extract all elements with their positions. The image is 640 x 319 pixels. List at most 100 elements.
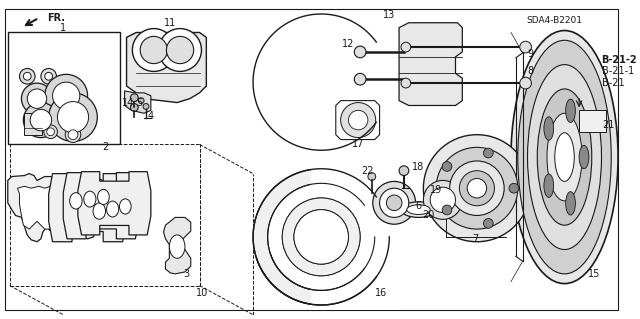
Ellipse shape — [483, 148, 493, 158]
Ellipse shape — [282, 198, 360, 276]
Ellipse shape — [68, 130, 78, 139]
Ellipse shape — [442, 205, 452, 215]
Ellipse shape — [442, 162, 452, 171]
Ellipse shape — [460, 171, 495, 206]
Ellipse shape — [93, 203, 106, 219]
Ellipse shape — [47, 128, 54, 136]
Ellipse shape — [97, 189, 109, 204]
Ellipse shape — [166, 36, 194, 63]
Ellipse shape — [537, 89, 592, 225]
Text: 2: 2 — [102, 142, 108, 152]
Text: 8: 8 — [527, 66, 534, 77]
Text: 11: 11 — [164, 18, 177, 28]
Ellipse shape — [41, 69, 56, 84]
Text: 19: 19 — [430, 185, 442, 195]
Ellipse shape — [65, 127, 81, 143]
Ellipse shape — [401, 202, 436, 218]
Ellipse shape — [28, 89, 47, 108]
Ellipse shape — [131, 104, 138, 111]
Ellipse shape — [566, 99, 575, 122]
Text: 12: 12 — [342, 39, 355, 49]
Text: 21: 21 — [602, 120, 614, 130]
Ellipse shape — [450, 161, 504, 215]
Ellipse shape — [45, 72, 52, 80]
Polygon shape — [163, 218, 191, 274]
Polygon shape — [312, 164, 399, 310]
Ellipse shape — [544, 174, 554, 197]
Ellipse shape — [387, 195, 402, 211]
Text: B-21-1: B-21-1 — [602, 66, 634, 77]
Ellipse shape — [401, 78, 411, 88]
Polygon shape — [125, 91, 151, 113]
Ellipse shape — [52, 82, 80, 109]
Text: FR.: FR. — [47, 13, 65, 23]
Ellipse shape — [430, 187, 456, 212]
Text: 16: 16 — [376, 288, 388, 298]
Ellipse shape — [19, 69, 35, 84]
Text: 15: 15 — [588, 269, 600, 279]
Ellipse shape — [401, 42, 411, 52]
Ellipse shape — [21, 83, 52, 114]
Polygon shape — [78, 172, 151, 235]
Ellipse shape — [436, 147, 518, 229]
Ellipse shape — [282, 198, 360, 276]
Ellipse shape — [294, 210, 348, 264]
Polygon shape — [17, 186, 97, 229]
Text: 20: 20 — [422, 211, 435, 220]
Ellipse shape — [44, 125, 58, 138]
Polygon shape — [399, 23, 462, 106]
Ellipse shape — [544, 117, 554, 140]
Ellipse shape — [467, 178, 486, 198]
Ellipse shape — [138, 98, 144, 104]
Text: 7: 7 — [472, 234, 478, 244]
Ellipse shape — [424, 135, 531, 242]
Ellipse shape — [170, 235, 185, 258]
Ellipse shape — [268, 183, 375, 290]
Text: B-21-2: B-21-2 — [602, 55, 637, 65]
Ellipse shape — [355, 46, 366, 58]
Ellipse shape — [58, 101, 88, 133]
Text: SDA4-B2201: SDA4-B2201 — [527, 16, 583, 25]
Ellipse shape — [23, 72, 31, 80]
Ellipse shape — [49, 93, 97, 142]
Text: 6: 6 — [415, 201, 422, 211]
Text: 9: 9 — [527, 49, 534, 59]
Bar — [24, 113, 42, 135]
Ellipse shape — [520, 41, 531, 53]
Ellipse shape — [143, 104, 149, 109]
Ellipse shape — [520, 77, 531, 89]
Ellipse shape — [70, 193, 82, 209]
Bar — [8, 33, 120, 145]
Polygon shape — [127, 33, 206, 103]
Text: 13: 13 — [383, 10, 396, 20]
Ellipse shape — [509, 183, 519, 193]
Ellipse shape — [131, 94, 138, 101]
Text: 3: 3 — [184, 269, 190, 279]
Ellipse shape — [547, 113, 582, 201]
Ellipse shape — [294, 210, 348, 264]
Ellipse shape — [253, 169, 389, 305]
Ellipse shape — [518, 40, 611, 274]
Ellipse shape — [380, 188, 409, 218]
Ellipse shape — [483, 219, 493, 228]
Polygon shape — [63, 173, 139, 239]
Text: 10: 10 — [196, 288, 209, 298]
Ellipse shape — [106, 201, 118, 217]
Text: 18: 18 — [412, 162, 425, 172]
Ellipse shape — [159, 29, 202, 71]
Text: 17: 17 — [352, 139, 364, 149]
Ellipse shape — [424, 181, 462, 219]
Bar — [579, 110, 606, 132]
Ellipse shape — [407, 205, 430, 214]
Text: 4: 4 — [148, 111, 154, 121]
Text: 22: 22 — [362, 166, 374, 176]
Polygon shape — [336, 100, 380, 139]
Ellipse shape — [340, 103, 376, 137]
Ellipse shape — [527, 65, 602, 249]
Ellipse shape — [566, 192, 575, 215]
Text: 1: 1 — [60, 23, 67, 33]
Ellipse shape — [45, 74, 88, 117]
Text: 5: 5 — [136, 98, 142, 108]
Ellipse shape — [555, 133, 574, 182]
Polygon shape — [49, 174, 127, 242]
